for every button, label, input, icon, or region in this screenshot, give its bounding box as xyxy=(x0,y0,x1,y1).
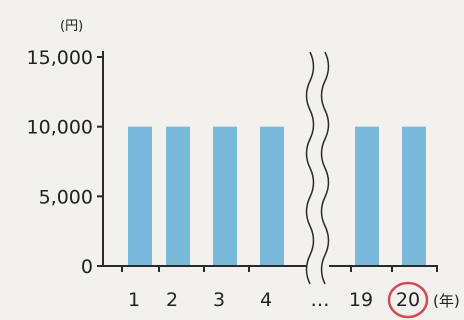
highlight-circle xyxy=(387,281,429,319)
y-tick-label: 15,000 xyxy=(27,47,93,69)
x-tick-label-4: 4 xyxy=(260,289,272,311)
y-tick-label: 0 xyxy=(81,256,93,278)
bar-1 xyxy=(128,126,152,267)
y-axis-unit: (円) xyxy=(60,19,83,34)
bar-4 xyxy=(260,126,284,267)
x-tick-label-2: 2 xyxy=(166,289,178,311)
bar-2 xyxy=(166,126,190,267)
bar-19 xyxy=(355,126,379,267)
axis-break xyxy=(305,50,330,285)
bar-3 xyxy=(213,126,237,267)
y-tick-label: 5,000 xyxy=(39,186,93,208)
axis-break-line-left xyxy=(305,51,315,285)
x-axis-unit: (年) xyxy=(433,292,460,310)
axis-break-gap xyxy=(307,50,329,282)
bar-20 xyxy=(402,126,426,267)
x-tick-label-3: 3 xyxy=(213,289,225,311)
bars xyxy=(128,126,426,267)
x-tick-label-20: 20 xyxy=(396,289,420,311)
y-ticks: 0 5,000 10,000 15,000 xyxy=(27,47,103,278)
x-ticks: 1 2 3 4 … 19 20 xyxy=(121,266,438,319)
x-tick-label-19: 19 xyxy=(349,289,373,311)
y-tick-label: 10,000 xyxy=(27,117,93,139)
x-tick-label-ellipsis: … xyxy=(311,289,330,311)
axis-break-line-right xyxy=(320,51,330,285)
x-tick-label-1: 1 xyxy=(128,289,140,311)
